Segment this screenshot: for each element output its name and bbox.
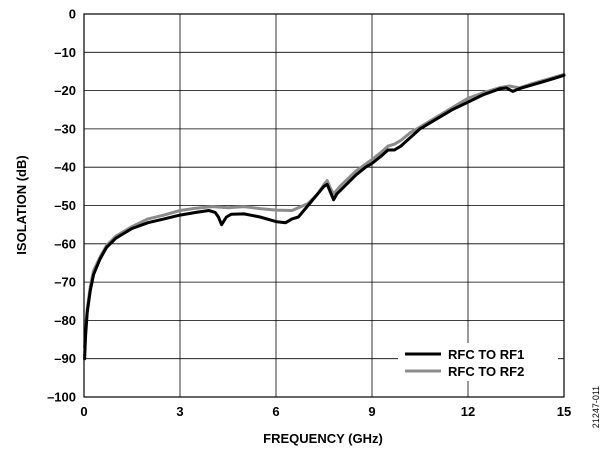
- x-tick-label: 12: [461, 404, 475, 419]
- legend-label-rfc-to-rf2: RFC TO RF2: [448, 364, 524, 379]
- series-line-rfc-to-rf2: [83, 73, 566, 349]
- y-tick-label: –70: [54, 275, 76, 290]
- series-layer: [83, 73, 566, 361]
- y-tick-label: –80: [54, 313, 76, 328]
- legend: RFC TO RF1 RFC TO RF2: [398, 343, 558, 381]
- x-tick-label: 15: [557, 404, 571, 419]
- figure-code: 21247-011: [591, 386, 601, 428]
- y-tick-label: –50: [54, 198, 76, 213]
- plot-frame: [83, 13, 565, 398]
- y-tick-label: –30: [54, 121, 76, 136]
- x-axis-title: FREQUENCY (GHz): [263, 431, 383, 446]
- x-tick-label: 6: [272, 404, 279, 419]
- y-tick-label: –90: [54, 351, 76, 366]
- series-line-rfc-to-rf1: [83, 73, 566, 361]
- y-tick-label: –40: [54, 160, 76, 175]
- y-tick-label: –20: [54, 83, 76, 98]
- legend-background: [398, 343, 558, 381]
- tick-labels: 0 –10 –20 –30 –40 –50 –60 –70 –80 –90 –100 0 3 6 9 12 15: [47, 7, 571, 420]
- y-tick-label: 0: [69, 7, 76, 22]
- y-tick-label: –10: [54, 45, 76, 60]
- y-axis-title: ISOLATION (dB): [14, 155, 29, 254]
- x-tick-label: 9: [368, 404, 375, 419]
- x-tick-label: 3: [176, 404, 183, 419]
- legend-label-rfc-to-rf1: RFC TO RF1: [448, 347, 524, 362]
- y-tick-label: –100: [47, 390, 76, 405]
- y-tick-label: –60: [54, 236, 76, 251]
- grid-lines: [83, 13, 565, 398]
- x-tick-label: 0: [80, 404, 87, 419]
